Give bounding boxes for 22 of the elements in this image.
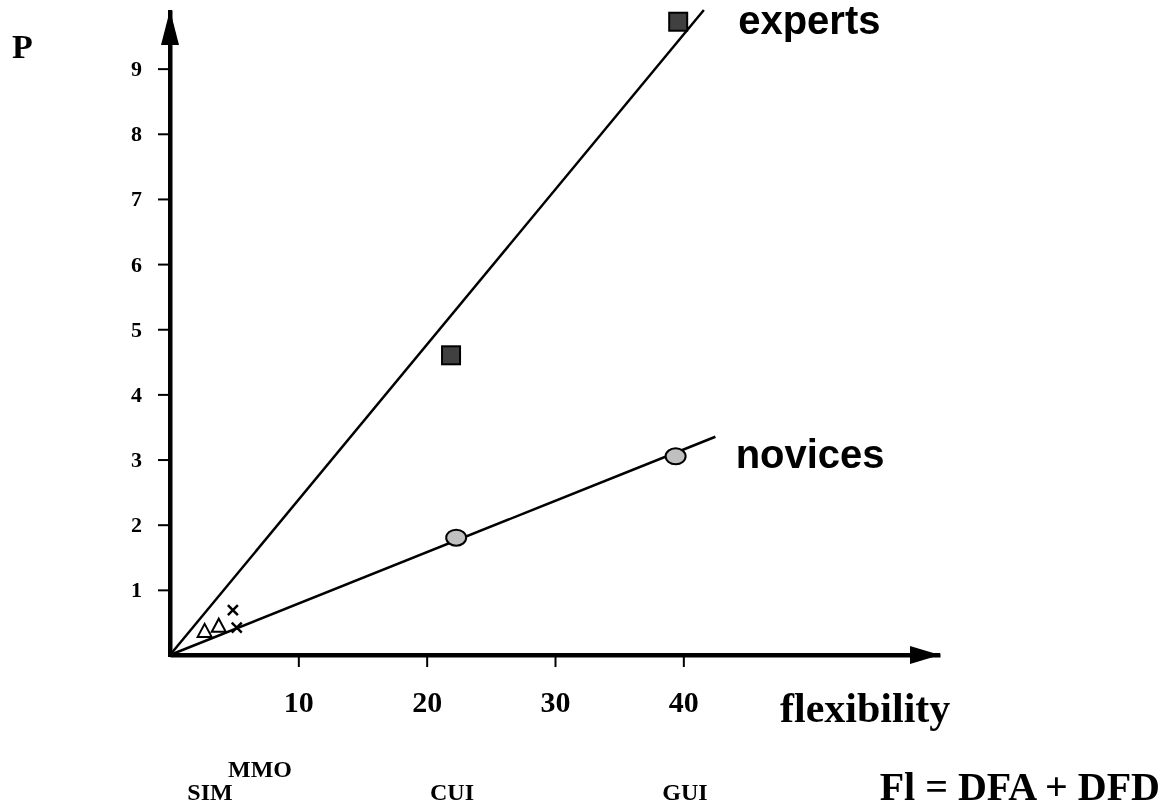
y-tick-label: 3	[131, 447, 142, 473]
text: SIM	[187, 779, 233, 805]
text: MMO	[228, 756, 292, 782]
y-tick-label: 2	[131, 512, 142, 538]
y-axis-title: P	[12, 28, 33, 65]
x-tick-label: 40	[668, 685, 699, 719]
x-tick-label: 30	[540, 685, 571, 719]
text: GUI	[662, 779, 708, 805]
series-label: novices	[735, 432, 885, 477]
x-axis-title: flexibility	[780, 685, 951, 731]
y-tick-label: 5	[131, 316, 142, 342]
text: CUI	[429, 779, 475, 805]
y-tick-label: 4	[131, 381, 142, 407]
y-tick-label: 6	[131, 251, 142, 277]
series-label: experts	[738, 0, 881, 42]
x-tick-label: 10	[283, 685, 314, 719]
x-tick-label: 20	[412, 685, 443, 719]
text: Fl = DFA + DFD	[879, 764, 1160, 809]
y-tick-label: 7	[131, 186, 142, 212]
y-tick-label: 9	[131, 56, 142, 82]
y-tick-label: 8	[131, 121, 142, 147]
y-tick-label: 1	[131, 577, 142, 603]
